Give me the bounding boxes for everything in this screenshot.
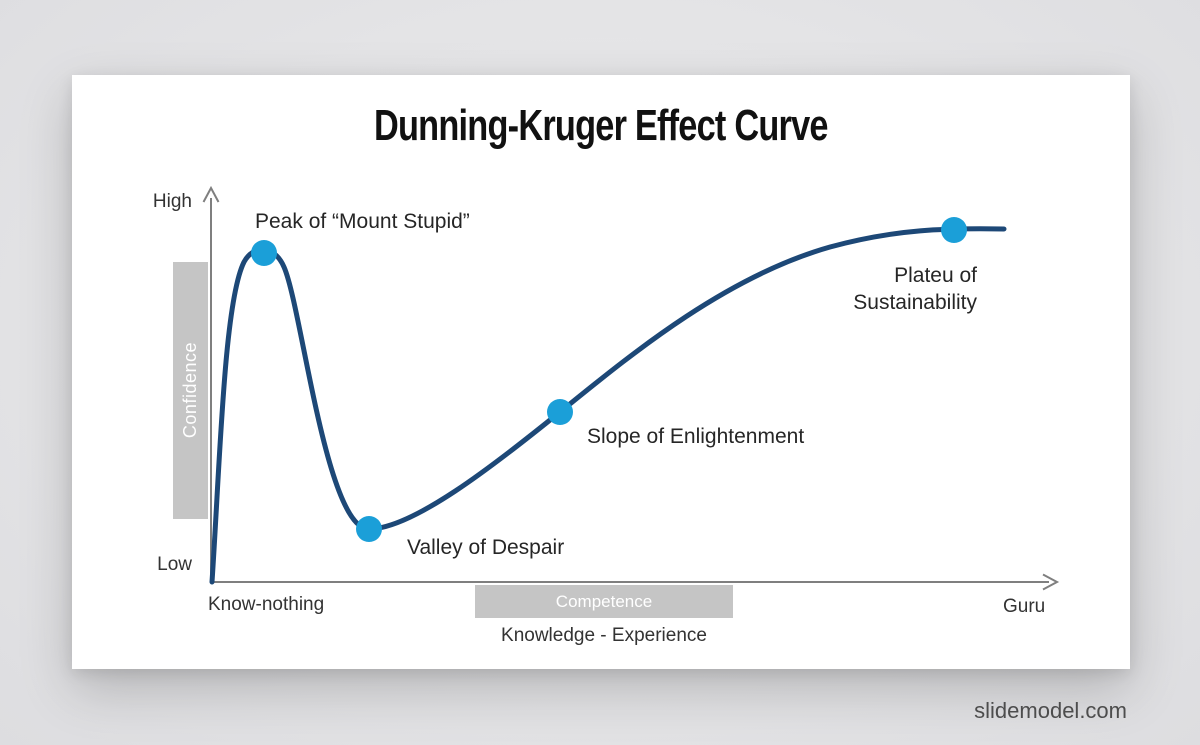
annotation-plateau-line1: Plateu of: [894, 264, 977, 287]
chart-title-text: Dunning-Kruger Effect Curve: [374, 101, 829, 150]
x-axis-guru-label: Guru: [1003, 596, 1046, 617]
y-axis-high-label: High: [152, 191, 192, 212]
annotation-valley: Valley of Despair: [407, 536, 565, 559]
annotation-slope: Slope of Enlightenment: [587, 425, 805, 448]
watermark: slidemodel.com: [974, 698, 1127, 723]
y-axis-low-label: Low: [157, 554, 192, 575]
competence-band-label: Competence: [555, 591, 653, 611]
x-axis-title: Knowledge - Experience: [501, 625, 707, 646]
confidence-band-label: Confidence: [180, 342, 200, 439]
chart-title: Dunning-Kruger Effect Curve: [72, 101, 1130, 151]
competence-axis-band: Competence: [475, 585, 733, 618]
annotation-plateau-line2: Sustainability: [853, 291, 977, 314]
annotation-plateau: Plateu of Sustainability: [777, 262, 977, 316]
confidence-axis-band: Confidence: [173, 262, 208, 519]
x-axis-know-nothing-label: Know-nothing: [208, 594, 325, 615]
slide-card: [72, 75, 1130, 669]
annotation-peak: Peak of “Mount Stupid”: [255, 210, 470, 233]
